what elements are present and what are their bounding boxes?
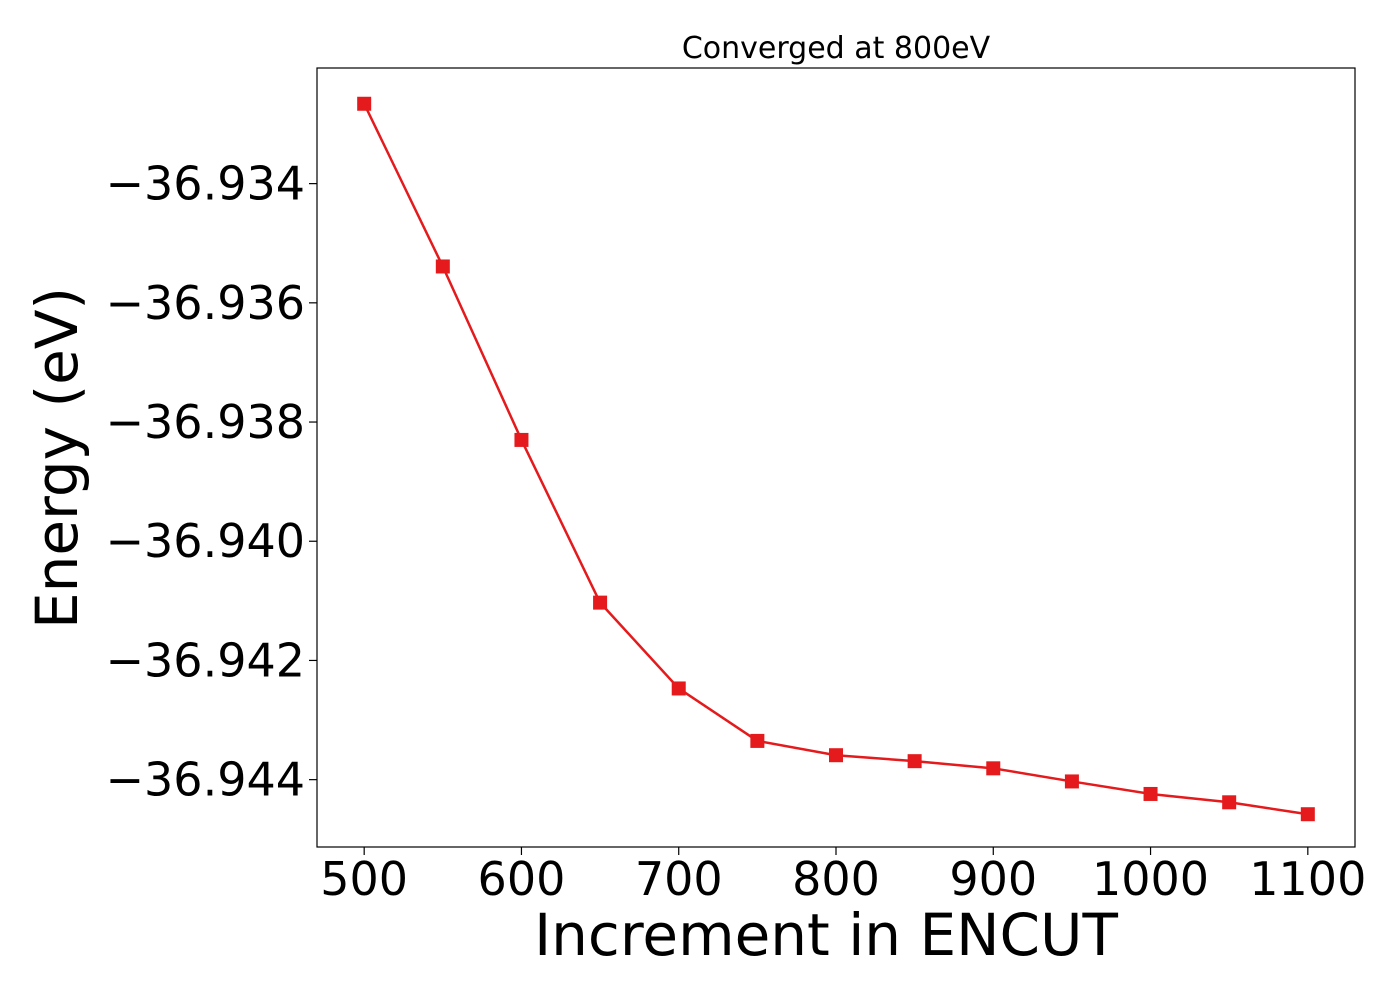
x-axis-label: Increment in ENCUT bbox=[534, 901, 1118, 969]
x-tick-label: 600 bbox=[478, 852, 566, 906]
x-tick-label: 1100 bbox=[1249, 852, 1366, 906]
x-tick-label: 1000 bbox=[1092, 852, 1209, 906]
data-point-marker bbox=[829, 748, 843, 763]
data-point-marker bbox=[907, 754, 922, 769]
y-tick-label: −36.940 bbox=[106, 514, 306, 568]
x-axis: 500 600 700 800 900 1000 1100 bbox=[320, 847, 1366, 906]
y-axis: −36.934 −36.936 −36.938 −36.940 −36.942 −36.9… bbox=[106, 157, 317, 807]
y-tick-label: −36.936 bbox=[106, 276, 306, 330]
y-tick-label: −36.944 bbox=[106, 753, 306, 807]
y-tick-label: −36.938 bbox=[106, 395, 306, 449]
chart-title: Converged at 800eV bbox=[682, 31, 991, 66]
x-tick-label: 500 bbox=[320, 852, 408, 906]
y-tick-label: −36.942 bbox=[106, 633, 306, 687]
y-axis-label: Energy (eV) bbox=[23, 287, 91, 629]
data-point-marker bbox=[1222, 795, 1237, 810]
data-point-marker bbox=[1143, 786, 1158, 801]
series-layer bbox=[357, 96, 1315, 822]
data-point-marker bbox=[750, 733, 765, 748]
data-point-marker bbox=[1300, 807, 1315, 822]
data-point-marker bbox=[1064, 774, 1079, 789]
data-point-marker bbox=[593, 595, 608, 610]
data-point-marker bbox=[357, 96, 372, 111]
x-tick-label: 700 bbox=[635, 852, 723, 906]
y-tick-label: −36.934 bbox=[106, 157, 306, 211]
plot-area-frame bbox=[316, 67, 1356, 848]
data-point-marker bbox=[986, 761, 1001, 776]
data-point-marker bbox=[514, 432, 529, 447]
series-line bbox=[363, 103, 1309, 816]
data-point-marker bbox=[435, 259, 450, 274]
x-tick-label: 800 bbox=[792, 852, 880, 906]
data-point-marker bbox=[671, 681, 686, 696]
x-tick-label: 900 bbox=[949, 852, 1037, 906]
